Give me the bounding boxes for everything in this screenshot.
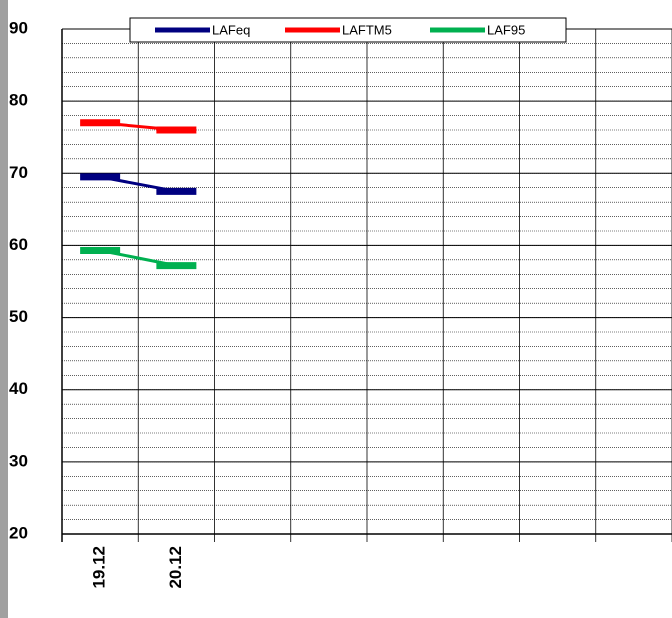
y-tick-label: 50 [9,307,28,326]
x-tick-label: 20.12 [166,546,185,589]
y-tick-label: 20 [9,523,28,542]
legend-label: LAFeq [212,22,250,37]
x-tick-label: 19.12 [90,546,109,589]
y-tick-label: 90 [9,18,28,37]
left-border [0,0,8,618]
y-tick-label: 60 [9,235,28,254]
y-tick-label: 70 [9,163,28,182]
series-line [99,175,177,193]
y-tick-label: 40 [9,379,28,398]
y-tick-label: 80 [9,91,28,110]
legend-label: LAF95 [487,22,525,37]
series-line [99,121,177,132]
legend-label: LAFTM5 [342,22,392,37]
series-line [99,249,177,268]
y-tick-label: 30 [9,451,28,470]
